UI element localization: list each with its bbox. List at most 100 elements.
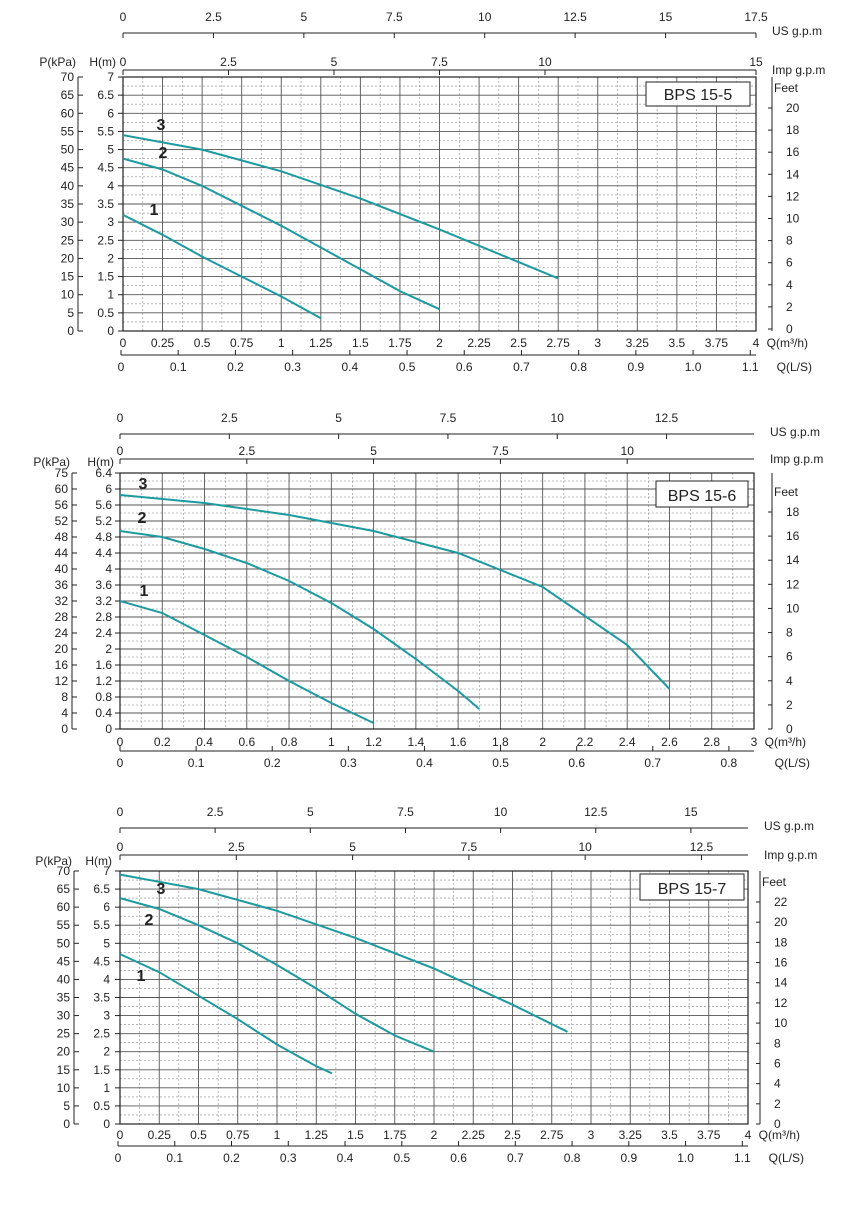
p-axis-label: P(kPa) <box>35 854 72 868</box>
h-tick-label: 4.5 <box>93 954 110 968</box>
feet-tick-label: 12 <box>774 996 788 1010</box>
p-tick-label: 5 <box>63 1099 70 1113</box>
feet-tick-label: 2 <box>786 698 793 712</box>
p-tick-label: 75 <box>55 466 69 480</box>
imp-tick-label: 0 <box>117 840 124 854</box>
imp-tick-label: 7.5 <box>492 444 509 458</box>
us-tick-label: 12.5 <box>563 10 587 24</box>
q-m3h-axis-label: Q(m³/h) <box>767 336 808 350</box>
chart-title: BPS 15-5 <box>664 87 733 104</box>
q-m3h-tick-label: 1.8 <box>492 735 509 749</box>
h-tick-label: 3.5 <box>93 991 110 1005</box>
feet-tick-label: 20 <box>786 101 800 115</box>
us-tick-label: 2.5 <box>207 805 224 819</box>
h-axis-label: H(m) <box>85 854 112 868</box>
q-m3h-tick-label: 3 <box>588 1128 595 1142</box>
h-tick-label: 3 <box>107 215 114 229</box>
q-m3h-tick-label: 2 <box>436 336 443 350</box>
p-tick-label: 65 <box>57 882 71 896</box>
h-tick-label: 0 <box>103 1117 110 1131</box>
us-tick-label: 12.5 <box>584 805 608 819</box>
h-tick-label: 6.4 <box>95 466 112 480</box>
qls-tick-label: 0.6 <box>456 360 473 374</box>
q-m3h-tick-label: 2.4 <box>619 735 636 749</box>
pump-chart-1: 0 0.25 0.5 0.75 1 1.25 1.5 1.75 2 2.25 2.5 2.75 3 3.2… <box>39 10 825 374</box>
us-tick-label: 10 <box>478 10 492 24</box>
h-tick-label: 5.5 <box>93 918 110 932</box>
p-axis-label: P(kPa) <box>33 455 70 469</box>
p-tick-label: 48 <box>55 530 69 544</box>
curve-3 <box>119 494 671 690</box>
p-tick-label: 8 <box>61 690 68 704</box>
q-m3h-tick-label: 0.25 <box>148 1128 172 1142</box>
feet-tick-label: 8 <box>774 1036 781 1050</box>
p-tick-label: 25 <box>61 233 75 247</box>
p-axis-label: P(kPa) <box>39 55 76 69</box>
curve-2 <box>119 897 435 1053</box>
feet-tick-label: 10 <box>786 601 800 615</box>
p-tick-label: 55 <box>57 918 71 932</box>
h-tick-label: 5.5 <box>97 124 114 138</box>
curve-label-1: 1 <box>150 202 159 219</box>
h-tick-label: 5 <box>107 143 114 157</box>
h-tick-label: 6 <box>107 106 114 120</box>
q-m3h-tick-label: 2.2 <box>577 735 594 749</box>
h-tick-label: 3.6 <box>95 578 112 592</box>
h-tick-label: 4 <box>103 972 110 986</box>
q-m3h-tick-label: 2.5 <box>504 1128 521 1142</box>
p-tick-label: 4 <box>61 706 68 720</box>
q-m3h-tick-label: 2.75 <box>547 336 571 350</box>
feet-tick-label: 18 <box>786 123 800 137</box>
feet-axis-label: Feet <box>774 81 799 95</box>
p-tick-label: 0 <box>67 324 74 338</box>
curve-label-3: 3 <box>139 476 148 493</box>
q-m3h-tick-label: 2.5 <box>510 336 527 350</box>
qls-tick-label: 0.6 <box>450 1151 467 1165</box>
h-tick-label: 4 <box>105 562 112 576</box>
p-tick-label: 0 <box>61 722 68 736</box>
p-tick-label: 50 <box>57 936 71 950</box>
h-tick-label: 0 <box>105 722 112 736</box>
feet-tick-label: 18 <box>786 505 800 519</box>
imp-axis-label: Imp g.p.m <box>772 63 825 77</box>
h-tick-label: 2 <box>107 251 114 265</box>
h-tick-label: 0.5 <box>97 306 114 320</box>
q-m3h-tick-label: 0.25 <box>151 336 175 350</box>
h-tick-label: 0 <box>107 324 114 338</box>
curve-label-2: 2 <box>159 145 168 162</box>
p-tick-label: 30 <box>61 215 75 229</box>
p-tick-label: 10 <box>61 288 75 302</box>
us-tick-label: 7.5 <box>397 805 414 819</box>
q-m3h-tick-label: 0.75 <box>230 336 254 350</box>
q-m3h-tick-label: 1 <box>328 735 335 749</box>
curve-label-2: 2 <box>138 510 147 527</box>
feet-axis-label: Feet <box>762 875 787 889</box>
q-m3h-tick-label: 3 <box>751 735 758 749</box>
h-axis-label: H(m) <box>89 55 116 69</box>
qls-tick-label: 0.6 <box>568 756 585 770</box>
us-tick-label: 0 <box>120 10 127 24</box>
chart-title: BPS 15-6 <box>668 488 737 505</box>
qls-tick-label: 0.1 <box>188 756 205 770</box>
feet-tick-label: 0 <box>786 722 793 736</box>
curve-1 <box>119 953 333 1075</box>
us-axis-label: US g.p.m <box>772 24 822 38</box>
curve-2 <box>119 530 480 710</box>
h-tick-label: 0.5 <box>93 1099 110 1113</box>
h-tick-label: 6 <box>105 482 112 496</box>
imp-tick-label: 10 <box>579 840 593 854</box>
qls-tick-label: 0.8 <box>564 1151 581 1165</box>
feet-tick-label: 4 <box>786 278 793 292</box>
p-tick-label: 35 <box>61 197 75 211</box>
p-tick-label: 10 <box>57 1081 71 1095</box>
feet-tick-label: 18 <box>774 935 788 949</box>
us-tick-label: 5 <box>301 10 308 24</box>
imp-tick-label: 0 <box>117 444 124 458</box>
h-tick-label: 1.6 <box>95 658 112 672</box>
h-tick-label: 5 <box>103 936 110 950</box>
q-m3h-axis-label: Q(m³/h) <box>759 1128 800 1142</box>
p-tick-label: 15 <box>61 270 75 284</box>
pump-chart-3: 0 0.25 0.5 0.75 1 1.25 1.5 1.75 2 2.25 2.5 2.75 3 3.2… <box>35 805 817 1165</box>
